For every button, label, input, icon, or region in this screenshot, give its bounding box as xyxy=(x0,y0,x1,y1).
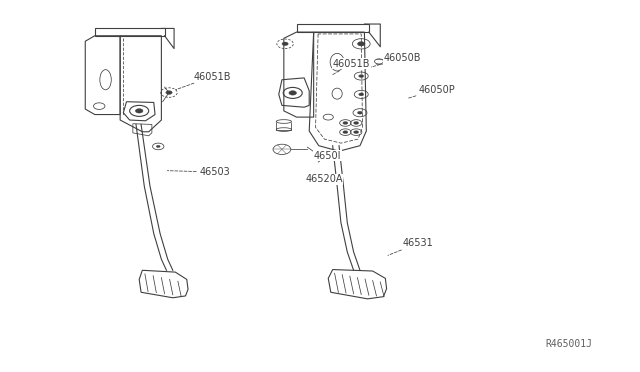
Text: 46050P: 46050P xyxy=(408,84,455,98)
Text: 4650I: 4650I xyxy=(314,151,341,162)
Circle shape xyxy=(354,122,358,125)
Circle shape xyxy=(289,91,296,95)
Text: R465001J: R465001J xyxy=(546,339,593,349)
Circle shape xyxy=(358,75,364,77)
Text: 46503: 46503 xyxy=(167,167,230,177)
Circle shape xyxy=(357,42,365,46)
Circle shape xyxy=(343,122,348,125)
Text: 46051B: 46051B xyxy=(333,59,370,75)
Circle shape xyxy=(343,131,348,134)
Circle shape xyxy=(136,109,143,113)
Circle shape xyxy=(358,93,364,96)
Circle shape xyxy=(282,42,288,46)
Circle shape xyxy=(354,131,358,134)
Text: 46531: 46531 xyxy=(388,238,433,255)
Text: 46051B: 46051B xyxy=(175,72,230,90)
Text: 46050B: 46050B xyxy=(371,54,421,67)
Circle shape xyxy=(166,91,172,94)
Text: 46520A: 46520A xyxy=(305,174,343,185)
Circle shape xyxy=(156,145,160,148)
Circle shape xyxy=(357,111,362,114)
